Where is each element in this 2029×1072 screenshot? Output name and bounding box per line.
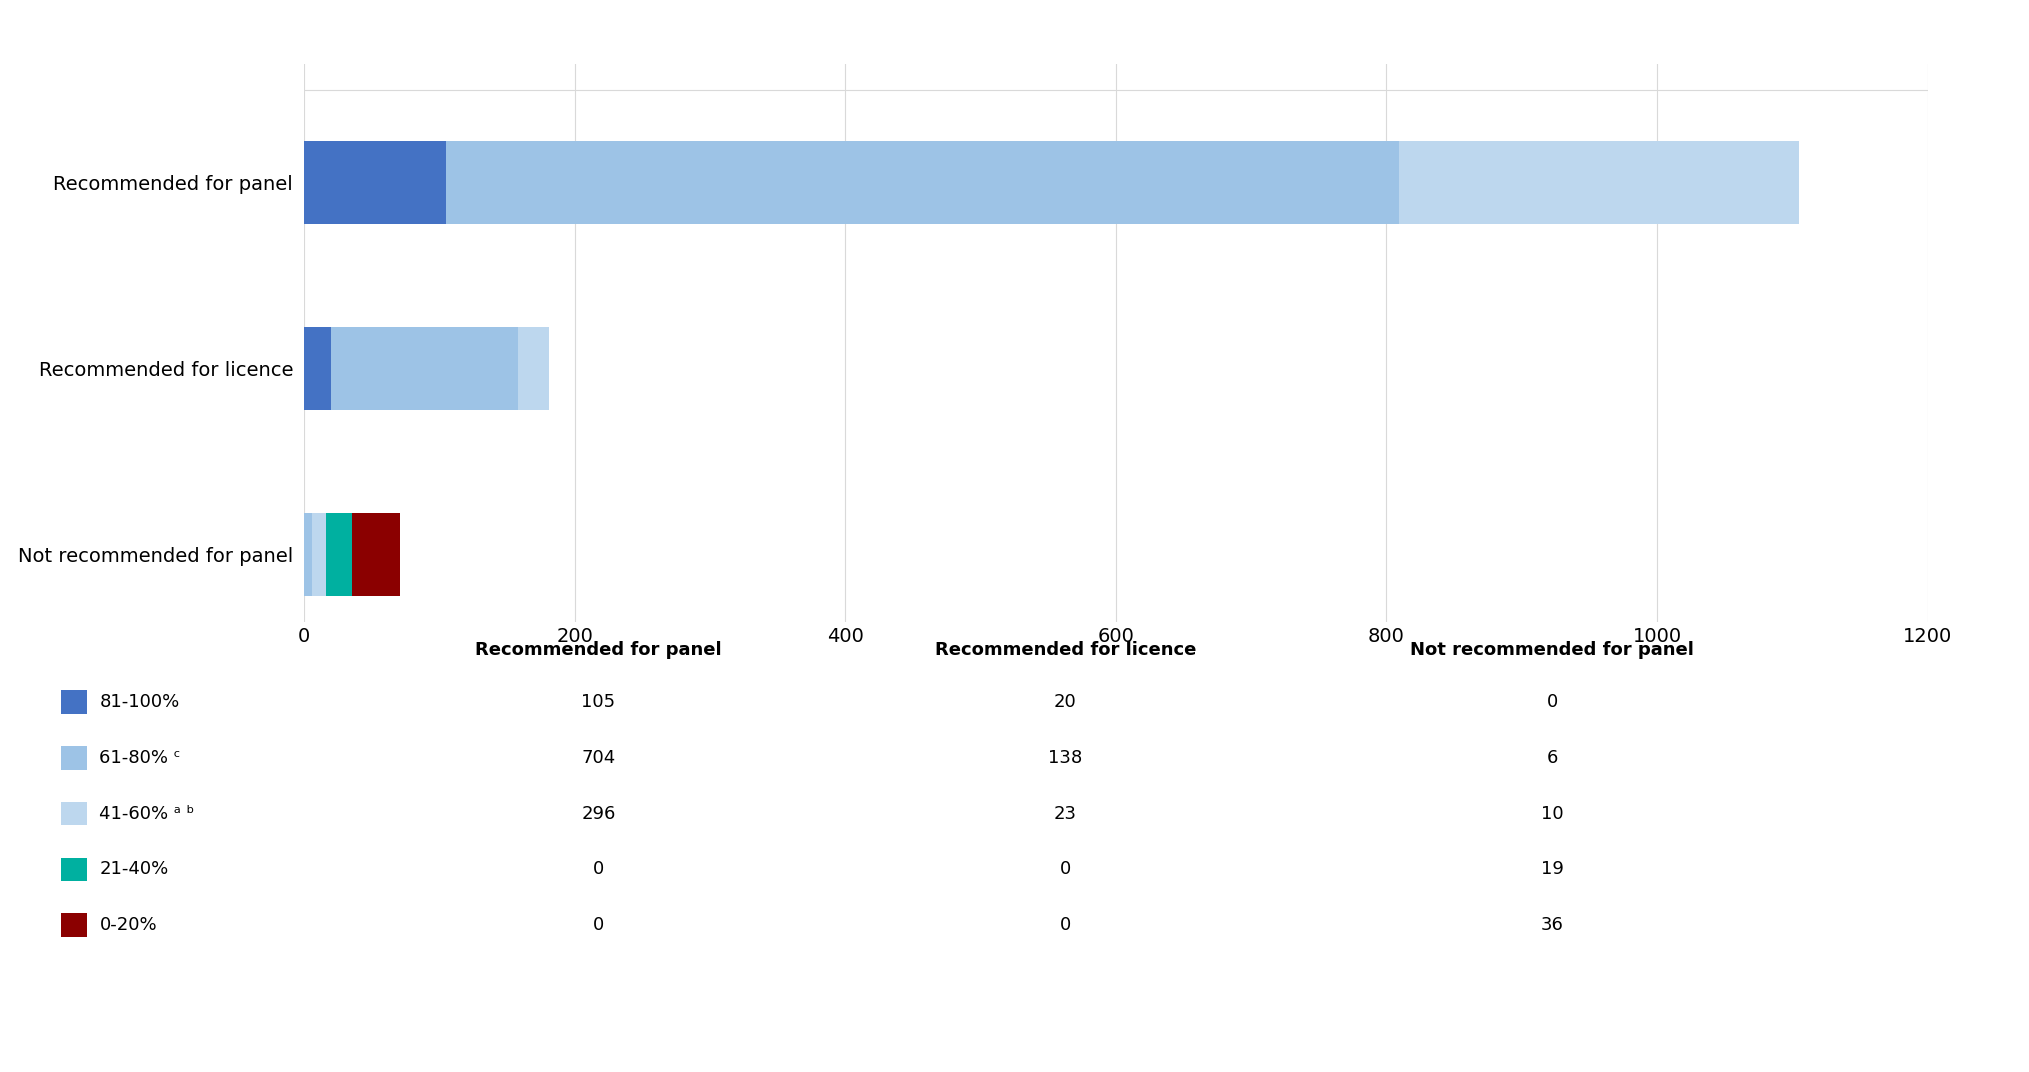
Text: 296: 296 — [582, 805, 615, 822]
Bar — [1398, 140, 1800, 224]
Text: 105: 105 — [582, 694, 615, 711]
Text: 19: 19 — [1540, 861, 1564, 878]
Bar — [304, 140, 446, 224]
Text: 0: 0 — [1059, 861, 1071, 878]
Bar — [312, 512, 327, 596]
Text: 0: 0 — [1059, 917, 1071, 934]
Bar — [351, 512, 400, 596]
Text: 0: 0 — [592, 917, 605, 934]
Text: 81-100%: 81-100% — [99, 694, 181, 711]
Bar — [327, 512, 351, 596]
Text: 704: 704 — [582, 749, 615, 766]
Text: 36: 36 — [1540, 917, 1564, 934]
Text: 20: 20 — [1053, 694, 1077, 711]
Text: 138: 138 — [1049, 749, 1081, 766]
Bar — [517, 327, 550, 411]
Text: 23: 23 — [1053, 805, 1077, 822]
Text: Recommended for licence: Recommended for licence — [935, 641, 1195, 659]
Text: 10: 10 — [1540, 805, 1564, 822]
Text: 21-40%: 21-40% — [99, 861, 168, 878]
Text: Recommended for panel: Recommended for panel — [475, 641, 722, 659]
Text: 61-80% ᶜ: 61-80% ᶜ — [99, 749, 181, 766]
Bar — [446, 140, 1398, 224]
Bar — [304, 327, 331, 411]
Bar — [331, 327, 517, 411]
Text: 0-20%: 0-20% — [99, 917, 156, 934]
Text: 0: 0 — [1546, 694, 1558, 711]
Text: 0: 0 — [592, 861, 605, 878]
Text: Not recommended for panel: Not recommended for panel — [1410, 641, 1694, 659]
Text: 6: 6 — [1546, 749, 1558, 766]
Bar — [304, 512, 312, 596]
Text: 41-60% ᵃ ᵇ: 41-60% ᵃ ᵇ — [99, 805, 195, 822]
